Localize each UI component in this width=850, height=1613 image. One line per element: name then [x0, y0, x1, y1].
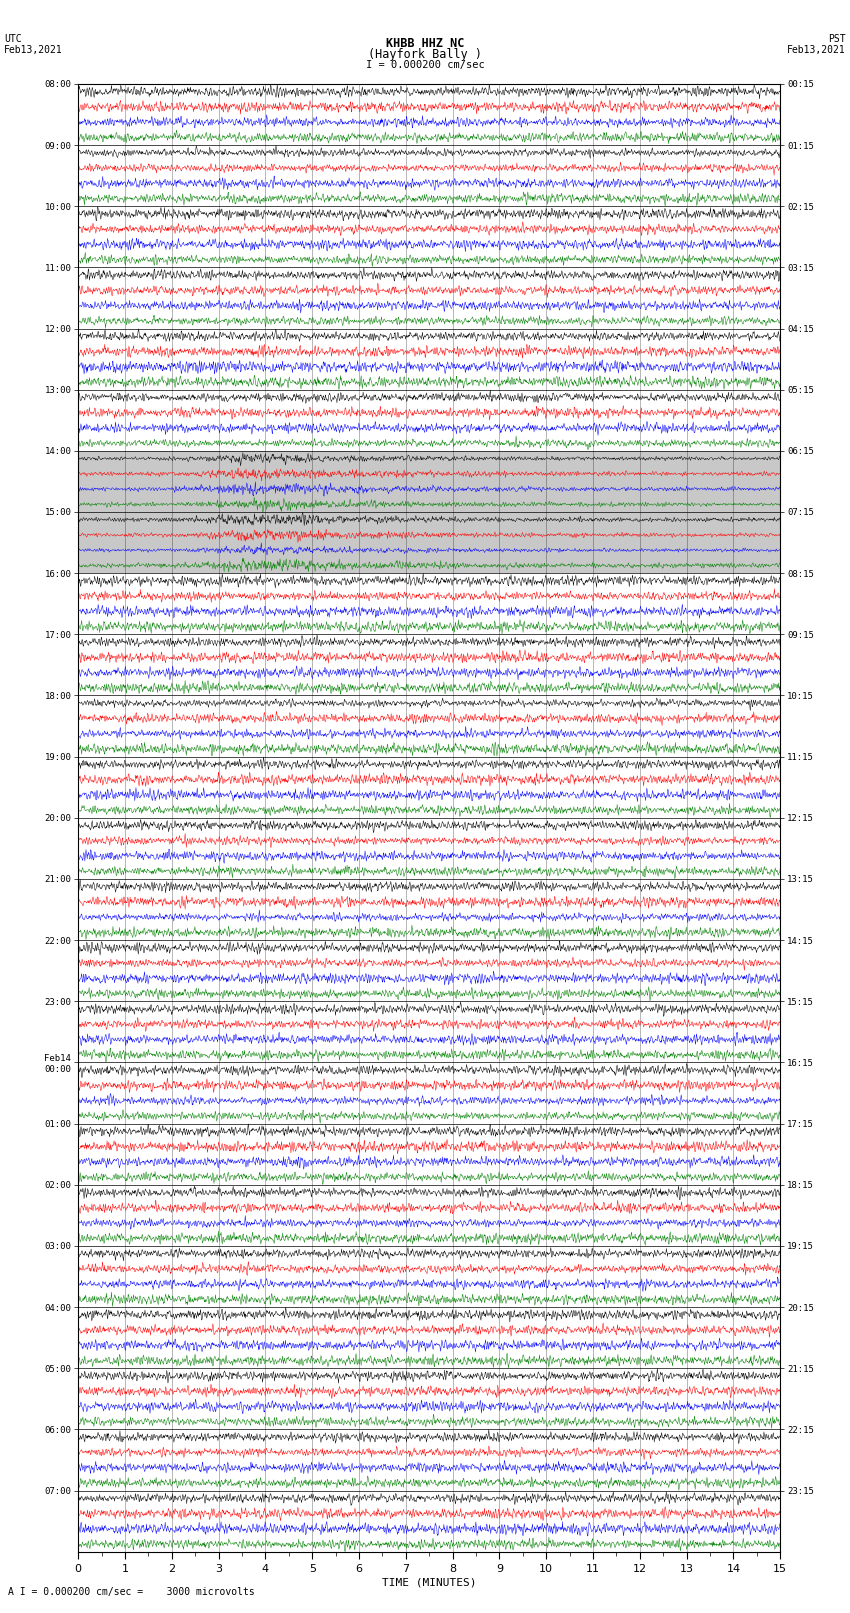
Text: Feb13,2021: Feb13,2021: [4, 45, 63, 55]
X-axis label: TIME (MINUTES): TIME (MINUTES): [382, 1578, 477, 1587]
Bar: [78, 450, 780, 511]
Text: (Hayfork Bally ): (Hayfork Bally ): [368, 48, 482, 61]
Text: I = 0.000200 cm/sec: I = 0.000200 cm/sec: [366, 60, 484, 69]
Text: Feb13,2021: Feb13,2021: [787, 45, 846, 55]
Text: KHBB HHZ NC: KHBB HHZ NC: [386, 37, 464, 50]
Text: A I = 0.000200 cm/sec =    3000 microvolts: A I = 0.000200 cm/sec = 3000 microvolts: [8, 1587, 255, 1597]
Text: UTC: UTC: [4, 34, 22, 44]
Bar: [78, 511, 780, 573]
Text: PST: PST: [828, 34, 846, 44]
